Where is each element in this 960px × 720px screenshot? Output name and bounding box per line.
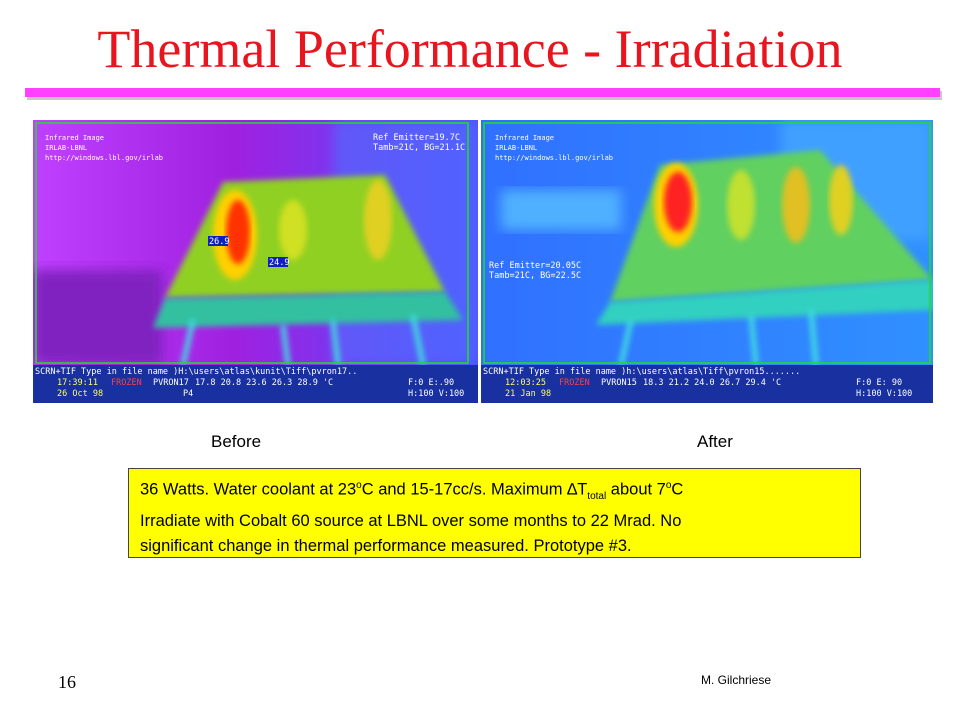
- text: C: [671, 480, 684, 499]
- overlay-text: http://windows.lbl.gov/irlab: [495, 154, 613, 162]
- status-file: PVRON15: [601, 378, 637, 388]
- marker-box: [208, 236, 228, 246]
- note-line: Irradiate with Cobalt 60 source at LBNL …: [140, 511, 682, 530]
- marker-label: 26.9: [209, 237, 229, 247]
- status-state: FROZEN: [559, 378, 590, 388]
- status-command: SCRN+TIF Type in file name )H:\users\atl…: [35, 367, 357, 377]
- title: Thermal Performance - Irradiation: [97, 19, 843, 79]
- status-zoom: H:100 V:100: [408, 389, 464, 399]
- title-rule: [25, 88, 940, 97]
- status-time: 12:03:25: [505, 378, 546, 388]
- overlay-ref: Tamb=21C, BG=22.5C: [489, 271, 581, 281]
- superscript: o: [665, 480, 672, 491]
- marker-box: [268, 257, 288, 267]
- text: C and 15-17cc/s. Maximum: [361, 480, 568, 499]
- status-file: PVRON17: [153, 378, 189, 388]
- overlay-text: IRLAB-LBNL: [45, 144, 87, 152]
- note-line: significant change in thermal performanc…: [140, 536, 632, 555]
- status-state: FROZEN: [111, 378, 142, 388]
- status-emissivity: F:0 E:.90: [408, 378, 454, 388]
- caption-before: Before: [211, 432, 262, 451]
- status-page: P4: [183, 389, 193, 399]
- subscript: total: [587, 490, 607, 502]
- status-emissivity: F:0 E: 90: [856, 378, 902, 388]
- overlay-text: Infrared Image: [45, 134, 104, 142]
- status-date: 21 Jan 98: [505, 389, 551, 399]
- status-date: 26 Oct 98: [57, 389, 103, 399]
- note-line: 36 Watts. Water coolant at 23oC and 15-1…: [140, 473, 860, 509]
- status-zoom: H:100 V:100: [856, 389, 912, 399]
- text: about 7: [606, 480, 666, 499]
- status-time: 17:39:11: [57, 378, 98, 388]
- overlay-text: http://windows.lbl.gov/irlab: [45, 154, 163, 162]
- note-box: 36 Watts. Water coolant at 23oC and 15-1…: [128, 468, 861, 558]
- text: 36 Watts. Water coolant at 23: [140, 480, 357, 499]
- marker-label: 24.9: [269, 258, 289, 268]
- status-scale: 17.8 20.8 23.6 26.3 28.9 'C: [195, 378, 333, 388]
- caption-after: After: [697, 432, 733, 451]
- superscript: o: [356, 480, 362, 491]
- text: ∆T: [567, 480, 588, 499]
- overlay-ref: Ref Emitter=19.7C: [373, 133, 460, 143]
- thermal-image-before: Infrared Image IRLAB-LBNL http://windows.l…: [33, 120, 478, 403]
- page-number: 16: [58, 672, 76, 692]
- status-command: SCRN+TIF Type in file name )h:\users\atl…: [483, 367, 800, 377]
- overlay-text: IRLAB-LBNL: [495, 144, 537, 152]
- author: M. Gilchriese: [701, 673, 772, 687]
- thermal-image-after: Infrared Image IRLAB-LBNL http://windows.l…: [481, 120, 933, 403]
- overlay-ref: Tamb=21C, BG=21.1C: [373, 143, 465, 153]
- overlay-text: Infrared Image: [495, 134, 554, 142]
- overlay-ref: Ref Emitter=20.05C: [489, 261, 581, 271]
- status-scale: 18.3 21.2 24.0 26.7 29.4 'C: [643, 378, 781, 388]
